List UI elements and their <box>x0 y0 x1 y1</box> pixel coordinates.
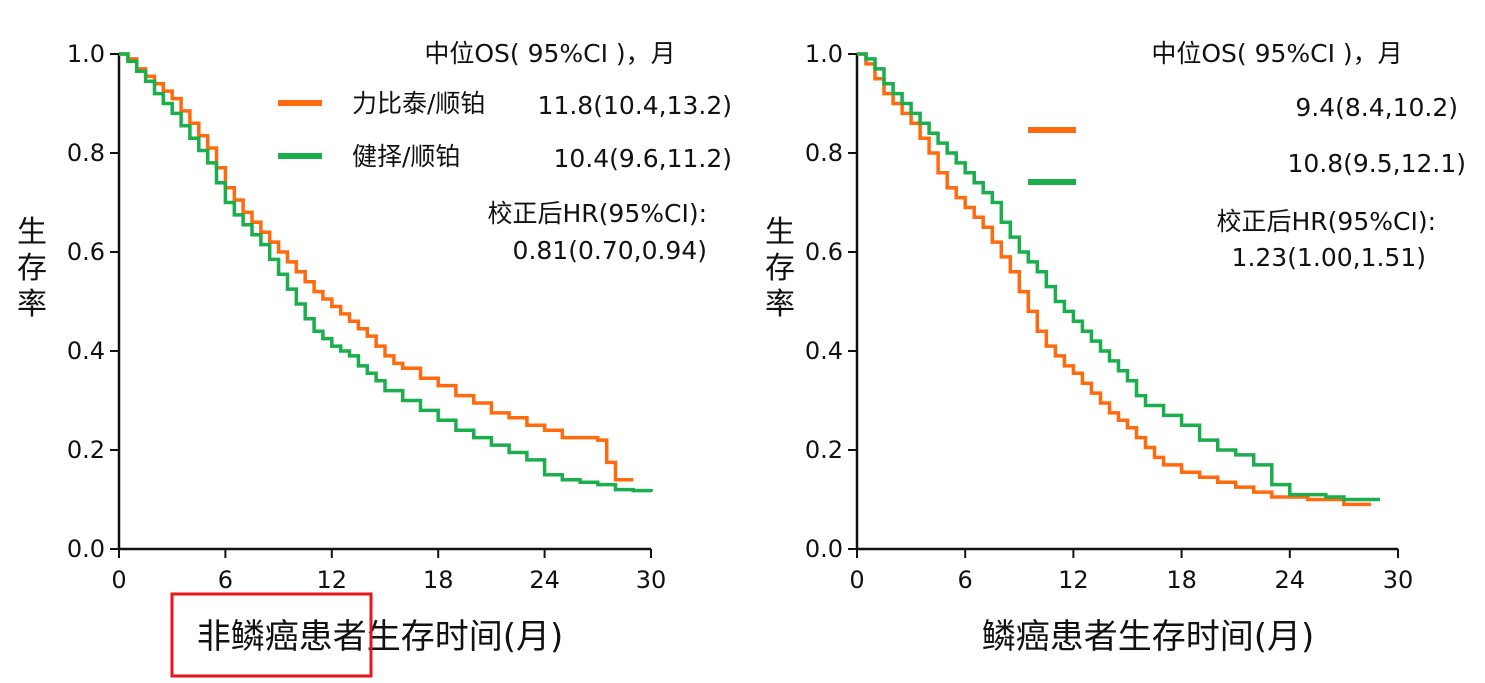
chart-squamous: 0.0 0.2 0.4 0.6 0.8 1.0 0 6 12 18 24 30 生存率鳞癌患者生存时间(… <box>765 39 1466 657</box>
x-tick-label: 6 <box>218 566 233 594</box>
x-axis-label-rest: 生存时间(月) <box>367 617 564 657</box>
y-axis-label-char: 存 <box>765 251 795 286</box>
x-tick-label: 18 <box>423 566 454 594</box>
y-axis-label: 生存率 <box>765 215 795 322</box>
y-tick-label: 1.0 <box>67 40 105 68</box>
x-tick-label: 6 <box>958 566 973 594</box>
survival-curve-green <box>119 52 653 493</box>
y-axis-label-char: 率 <box>17 287 47 322</box>
legend-median-ci: 10.4(9.6,11.2) <box>553 144 732 173</box>
x-tick-label: 24 <box>1275 566 1306 594</box>
legend-median-ci: 10.8(9.5,12.1) <box>1287 149 1466 178</box>
legend-median-ci: 11.8(10.4,13.2) <box>538 91 732 120</box>
y-axis-label: 生存率 <box>17 215 47 322</box>
y-tick-label: 0.4 <box>67 337 105 365</box>
legend-header: 中位OS( 95%CI )，月 <box>424 39 675 68</box>
x-axis-label: 非鳞癌患者生存时间(月) <box>197 617 564 657</box>
y-tick-label: 0.2 <box>67 436 105 464</box>
legend-name: 力比泰/顺铂 <box>352 89 485 118</box>
y-tick-label: 0.0 <box>67 535 105 563</box>
y-tick-label: 0.8 <box>67 139 105 167</box>
y-tick-label: 0.8 <box>805 139 843 167</box>
x-tick-label: 18 <box>1166 566 1197 594</box>
y-axis-label-char: 存 <box>17 251 47 286</box>
survival-curve-orange <box>119 52 634 482</box>
y-tick-label: 0.6 <box>805 238 843 266</box>
highlight-box <box>170 592 373 678</box>
x-tick-label: 0 <box>849 566 864 594</box>
x-tick-label: 30 <box>1383 566 1414 594</box>
x-tick-label: 30 <box>636 566 667 594</box>
survival-curve-green <box>857 52 1380 502</box>
x-axis-label: 鳞癌患者生存时间(月) <box>982 617 1315 657</box>
y-tick-label: 0.6 <box>67 238 105 266</box>
survival-curve-orange <box>857 52 1371 507</box>
x-tick-label: 24 <box>529 566 560 594</box>
x-axis-label-highlighted: 非鳞癌患者 <box>197 617 367 657</box>
x-tick-label: 12 <box>317 566 348 594</box>
y-tick-label: 1.0 <box>805 40 843 68</box>
hr-value: 1.23(1.00,1.51) <box>1232 243 1426 272</box>
y-axis-label-char: 生 <box>765 215 795 250</box>
y-tick-label: 0.0 <box>805 535 843 563</box>
hr-label: 校正后HR(95%CI): <box>488 199 708 228</box>
x-tick-label: 0 <box>111 566 126 594</box>
y-axis-label-char: 生 <box>17 215 47 250</box>
legend-median-ci: 9.4(8.4,10.2) <box>1295 93 1458 122</box>
x-tick-label: 12 <box>1058 566 1089 594</box>
y-axis-label-char: 率 <box>765 287 795 322</box>
hr-label: 校正后HR(95%CI): <box>1217 207 1437 236</box>
y-tick-label: 0.4 <box>805 337 843 365</box>
hr-value: 0.81(0.70,0.94) <box>513 236 707 265</box>
legend-header: 中位OS( 95%CI )，月 <box>1151 39 1402 68</box>
legend-name: 健择/顺铂 <box>352 142 460 171</box>
y-tick-label: 0.2 <box>805 436 843 464</box>
chart-nonsquamous: 0.0 0.2 0.4 0.6 0.8 1.0 0 6 12 18 24 30 生存率非鳞癌患者生存时间… <box>17 39 732 678</box>
